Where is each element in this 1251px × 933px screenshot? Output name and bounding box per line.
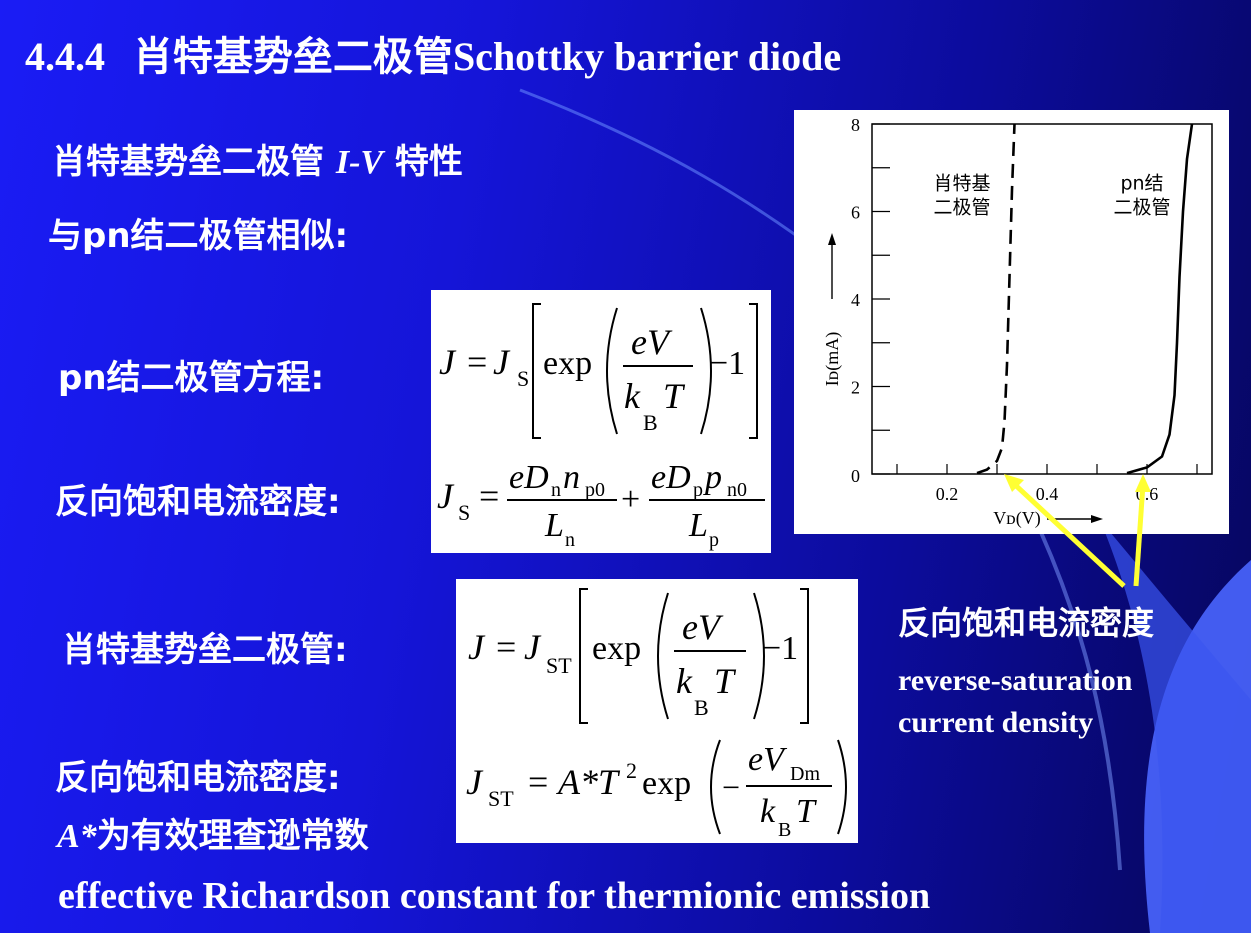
svg-text:n: n: [565, 529, 575, 551]
svg-text:J: J: [524, 627, 542, 667]
svg-text:J: J: [468, 627, 486, 667]
svg-text:T: T: [796, 793, 817, 830]
svg-text:eV: eV: [682, 607, 724, 647]
svg-text:ST: ST: [488, 786, 514, 811]
y-tick-label: 4: [851, 290, 860, 310]
schottky-curve-label: 二极管: [933, 197, 990, 219]
svg-text:=: =: [479, 476, 499, 516]
x-axis-label: Vᴅ(V): [993, 508, 1040, 529]
svg-text:k: k: [624, 376, 641, 416]
svg-text:n: n: [551, 479, 561, 501]
y-tick-label: 6: [851, 203, 860, 223]
annotation-english-2: current density: [898, 706, 1094, 739]
svg-text:eV: eV: [631, 322, 673, 362]
richardson-constant-label: A*为有效理查逊常数: [57, 816, 369, 856]
intro-line-2: 与pn结二极管相似:: [48, 216, 349, 256]
svg-text:exp: exp: [642, 765, 691, 802]
schottky-diode-equation: J = J ST exp eV k B T −1: [456, 579, 858, 732]
svg-text:−1: −1: [762, 630, 798, 667]
svg-text:J: J: [466, 762, 484, 802]
svg-text:p: p: [709, 529, 719, 551]
svg-text:−1: −1: [709, 345, 745, 382]
svg-text:ST: ST: [546, 653, 572, 678]
svg-text:+: +: [621, 481, 640, 518]
pn-equation-label: pn结二极管方程:: [58, 358, 325, 398]
schottky-saturation-equation: J ST = A*T 2 exp − eV Dm k B T: [456, 732, 858, 843]
series-schottky-curve: [976, 123, 1016, 475]
svg-text:−: −: [722, 769, 740, 805]
reverse-saturation-label-1: 反向饱和电流密度:: [55, 482, 341, 522]
svg-text:S: S: [458, 500, 470, 525]
svg-text:k: k: [760, 793, 776, 830]
y-axis-label: Iᴅ(mA): [822, 332, 843, 386]
page-title: 4.4.4 肖特基势垒二极管Schottky barrier diode: [25, 24, 841, 82]
svg-text:=: =: [467, 342, 487, 382]
svg-text:L: L: [544, 507, 564, 544]
svg-text:B: B: [643, 410, 658, 435]
svg-text:=: =: [528, 762, 548, 802]
pn-saturation-equation: J S = eD n n p0 L n + eD p p n0 L p: [431, 452, 771, 553]
svg-text:p: p: [703, 459, 722, 496]
svg-text:A*T: A*T: [556, 762, 621, 802]
richardson-constant-english: effective Richardson constant for thermi…: [58, 875, 931, 917]
svg-text:2: 2: [626, 758, 637, 783]
svg-text:eD: eD: [509, 459, 549, 496]
origin-label: 0: [851, 466, 860, 486]
reverse-saturation-label-2: 反向饱和电流密度:: [55, 758, 341, 798]
series-pn-curve: [1126, 123, 1194, 475]
y-tick-label: 8: [851, 115, 860, 135]
svg-text:exp: exp: [592, 630, 641, 667]
annotation-chinese: 反向饱和电流密度: [898, 604, 1155, 642]
svg-text:eV: eV: [748, 741, 788, 778]
x-tick-label: 0.2: [936, 484, 959, 504]
x-tick-label: 0.6: [1136, 484, 1159, 504]
svg-text:p: p: [693, 479, 703, 501]
svg-text:J: J: [437, 476, 455, 516]
svg-text:n0: n0: [727, 479, 747, 501]
svg-text:B: B: [778, 819, 791, 841]
intro-line-1: 肖特基势垒二极管 I-V 特性: [52, 142, 463, 182]
svg-text:=: =: [496, 627, 516, 667]
schottky-equation-label: 肖特基势垒二极管:: [62, 630, 348, 670]
svg-text:exp: exp: [543, 345, 592, 382]
pn-curve-label: 二极管: [1113, 197, 1170, 219]
svg-text:p0: p0: [585, 479, 605, 501]
svg-text:Dm: Dm: [790, 763, 820, 785]
svg-text:T: T: [663, 376, 686, 416]
title-chinese: 肖特基势垒二极管: [132, 34, 453, 80]
svg-text:L: L: [688, 507, 708, 544]
svg-text:n: n: [563, 459, 580, 496]
svg-text:k: k: [676, 661, 693, 701]
title-english: Schottky barrier diode: [452, 34, 842, 79]
x-tick-label: 0.4: [1036, 484, 1059, 504]
svg-text:eD: eD: [651, 459, 691, 496]
pn-diode-equation: J = J S exp eV k B T −1: [431, 290, 771, 452]
pn-curve-label: pn结: [1120, 173, 1163, 195]
title-number: 4.4.4: [25, 34, 105, 79]
svg-text:J: J: [493, 342, 511, 382]
y-tick-label: 2: [851, 378, 860, 398]
iv-characteristic-chart: 2 4 6 8 0 0.2 0.4 0.6 肖特基 二极管 pn结 二极管 Iᴅ(mA) Vᴅ(V): [794, 110, 1229, 534]
svg-text:B: B: [694, 695, 709, 720]
annotation-english-1: reverse-saturation: [898, 664, 1133, 697]
schottky-curve-label: 肖特基: [933, 173, 990, 195]
svg-text:T: T: [714, 661, 737, 701]
svg-text:J: J: [439, 342, 457, 382]
svg-text:S: S: [517, 366, 529, 391]
